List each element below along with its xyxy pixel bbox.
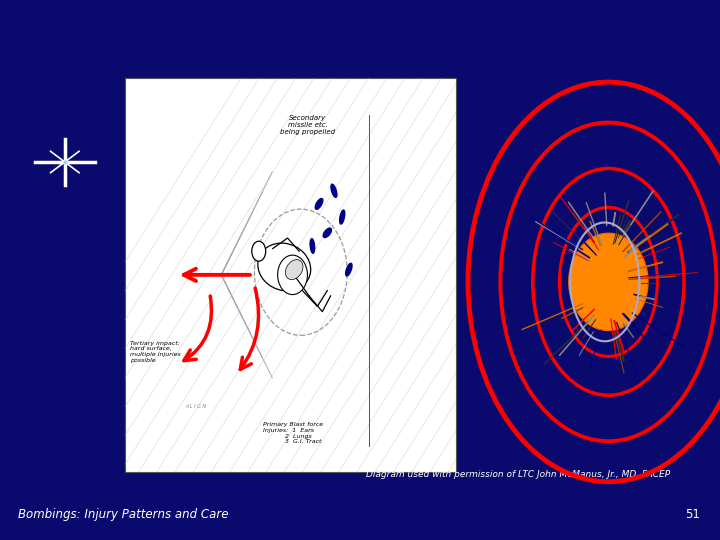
Ellipse shape [323,228,331,238]
Text: A L I G N: A L I G N [185,403,206,409]
Ellipse shape [258,243,311,291]
Text: Bombings: Injury Patterns and Care: Bombings: Injury Patterns and Care [18,508,228,521]
Text: Diagram used with permission of LTC John McManus, Jr., MD, FACEP: Diagram used with permission of LTC John… [366,470,670,478]
Ellipse shape [252,241,266,261]
Ellipse shape [278,255,307,295]
Ellipse shape [331,184,337,197]
Text: Primary Blast force
Injuries:  1  Ears
           2  Lungs
           3  G.I. Tr: Primary Blast force Injuries: 1 Ears 2 L… [263,422,323,444]
Ellipse shape [340,210,345,224]
Ellipse shape [569,233,648,330]
Text: Secondary
missile etc.
being propelled: Secondary missile etc. being propelled [280,114,335,134]
Text: 51: 51 [685,508,700,521]
Ellipse shape [310,239,315,253]
Ellipse shape [315,199,323,210]
Text: Tertiary impact:
hard surface,
multiple injuries
possible: Tertiary impact: hard surface, multiple … [130,341,181,363]
Bar [125,78,456,472]
Ellipse shape [285,260,303,280]
Ellipse shape [346,264,352,276]
